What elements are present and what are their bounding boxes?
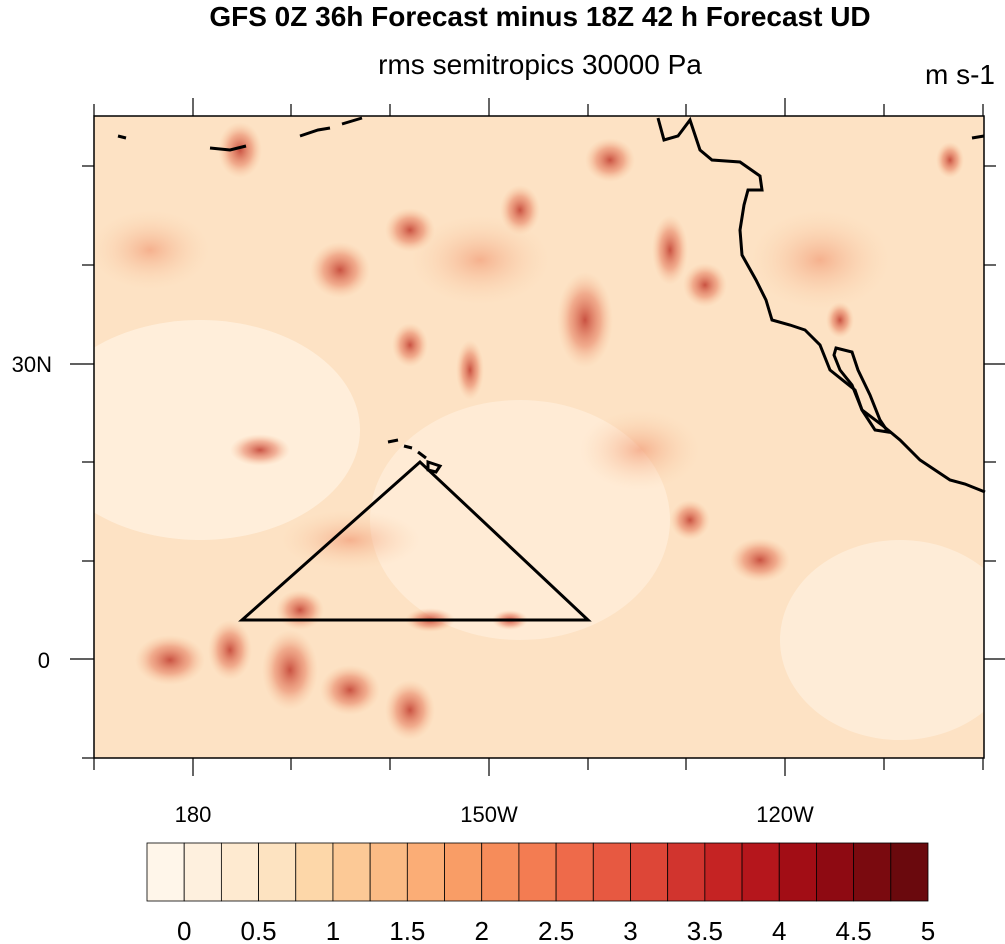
colorbar-tick-label: 1 [326, 916, 340, 944]
colorbar-swatch [555, 842, 594, 902]
region-triangle [238, 459, 592, 622]
colorbar-tick-label: 2.5 [538, 916, 574, 944]
colorbar-tick-label: 0.5 [240, 916, 276, 944]
colorbar-swatch [630, 842, 669, 902]
colorbar-swatch [183, 842, 222, 902]
colorbar-tick-label: 3.5 [687, 916, 723, 944]
colorbar-labels: 0 0.5 1 1.5 2 2.5 3 3.5 4 4.5 5 [177, 916, 935, 944]
colorbar-swatch [704, 842, 743, 902]
lon-label-150w: 150W [460, 802, 518, 827]
lat-label-0: 0 [38, 648, 50, 673]
lat-label-30n: 30N [12, 352, 52, 377]
colorbar-swatch [890, 842, 929, 902]
axis-ticks [70, 98, 1005, 776]
colorbar-swatch [406, 842, 445, 902]
chart-title: GFS 0Z 36h Forecast minus 18Z 42 h Forec… [209, 1, 871, 32]
colorbar-swatch [146, 842, 185, 902]
colorbar-swatch [332, 842, 371, 902]
colorbar-swatch [853, 842, 892, 902]
colorbar-swatch [592, 842, 631, 902]
colorbar-swatch [258, 842, 297, 902]
coastline [117, 116, 986, 494]
plot-frame [93, 115, 985, 759]
colorbar-swatch [481, 842, 520, 902]
hawaii-islands [387, 438, 443, 474]
colorbar-tick-label: 4 [772, 916, 786, 944]
chart-subtitle: rms semitropics 30000 Pa [378, 49, 702, 80]
colorbar-tick-label: 2 [474, 916, 488, 944]
colorbar-tick-label: 5 [921, 916, 935, 944]
units-label: m s-1 [925, 59, 995, 90]
colorbar-tick-label: 0 [177, 916, 191, 944]
colorbar-swatch [741, 842, 780, 902]
colorbar-swatch [667, 842, 706, 902]
colorbar-tick-label: 3 [623, 916, 637, 944]
lon-label-120w: 120W [756, 802, 814, 827]
rms-field [94, 122, 984, 740]
colorbar-tick-label: 1.5 [389, 916, 425, 944]
colorbar-swatch [444, 842, 483, 902]
lon-label-180: 180 [175, 802, 212, 827]
colorbar-swatch [778, 842, 817, 902]
colorbar [146, 842, 929, 902]
colorbar-swatch [518, 842, 557, 902]
colorbar-swatch [295, 842, 334, 902]
colorbar-tick-label: 4.5 [836, 916, 872, 944]
colorbar-swatch [369, 842, 408, 902]
colorbar-swatch [220, 842, 259, 902]
colorbar-swatch [816, 842, 855, 902]
